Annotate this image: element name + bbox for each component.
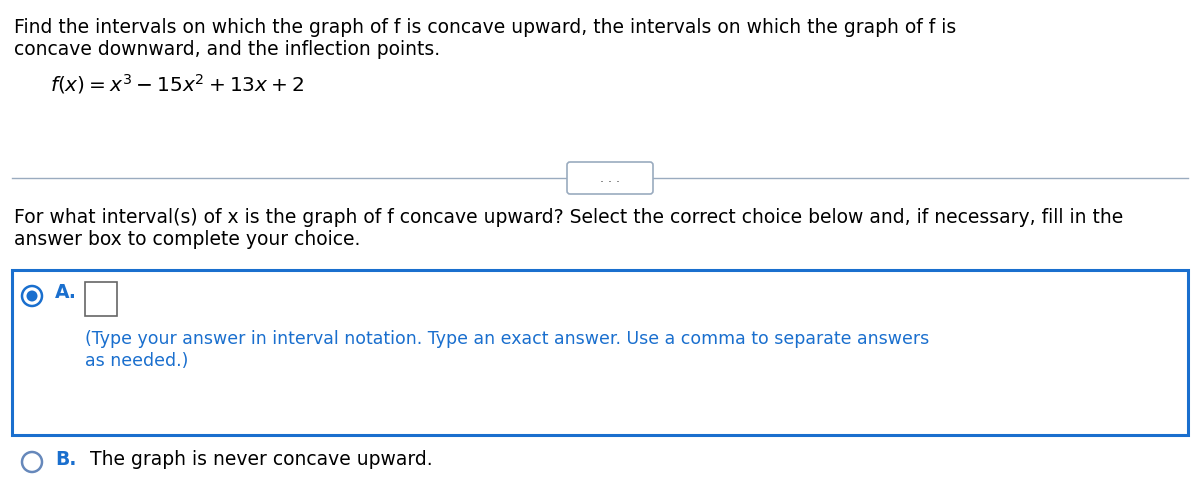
Text: (Type your answer in interval notation. Type an exact answer. Use a comma to sep: (Type your answer in interval notation. … xyxy=(85,330,929,348)
Text: as needed.): as needed.) xyxy=(85,352,188,370)
Circle shape xyxy=(22,286,42,306)
Text: For what interval(s) of x is the graph of f concave upward? Select the correct c: For what interval(s) of x is the graph o… xyxy=(14,208,1123,227)
Text: concave downward, and the inflection points.: concave downward, and the inflection poi… xyxy=(14,40,440,59)
Text: answer box to complete your choice.: answer box to complete your choice. xyxy=(14,230,360,249)
Text: The graph is never concave upward.: The graph is never concave upward. xyxy=(90,450,433,469)
Text: $f(x) = x^3 - 15x^2 + 13x + 2$: $f(x) = x^3 - 15x^2 + 13x + 2$ xyxy=(50,72,304,96)
FancyBboxPatch shape xyxy=(568,162,653,194)
Text: B.: B. xyxy=(55,450,77,469)
FancyBboxPatch shape xyxy=(12,270,1188,435)
Text: . . .: . . . xyxy=(600,172,620,185)
Circle shape xyxy=(26,291,37,302)
FancyBboxPatch shape xyxy=(85,282,118,316)
Circle shape xyxy=(22,452,42,472)
Text: Find the intervals on which the graph of f is concave upward, the intervals on w: Find the intervals on which the graph of… xyxy=(14,18,956,37)
Text: A.: A. xyxy=(55,283,77,302)
